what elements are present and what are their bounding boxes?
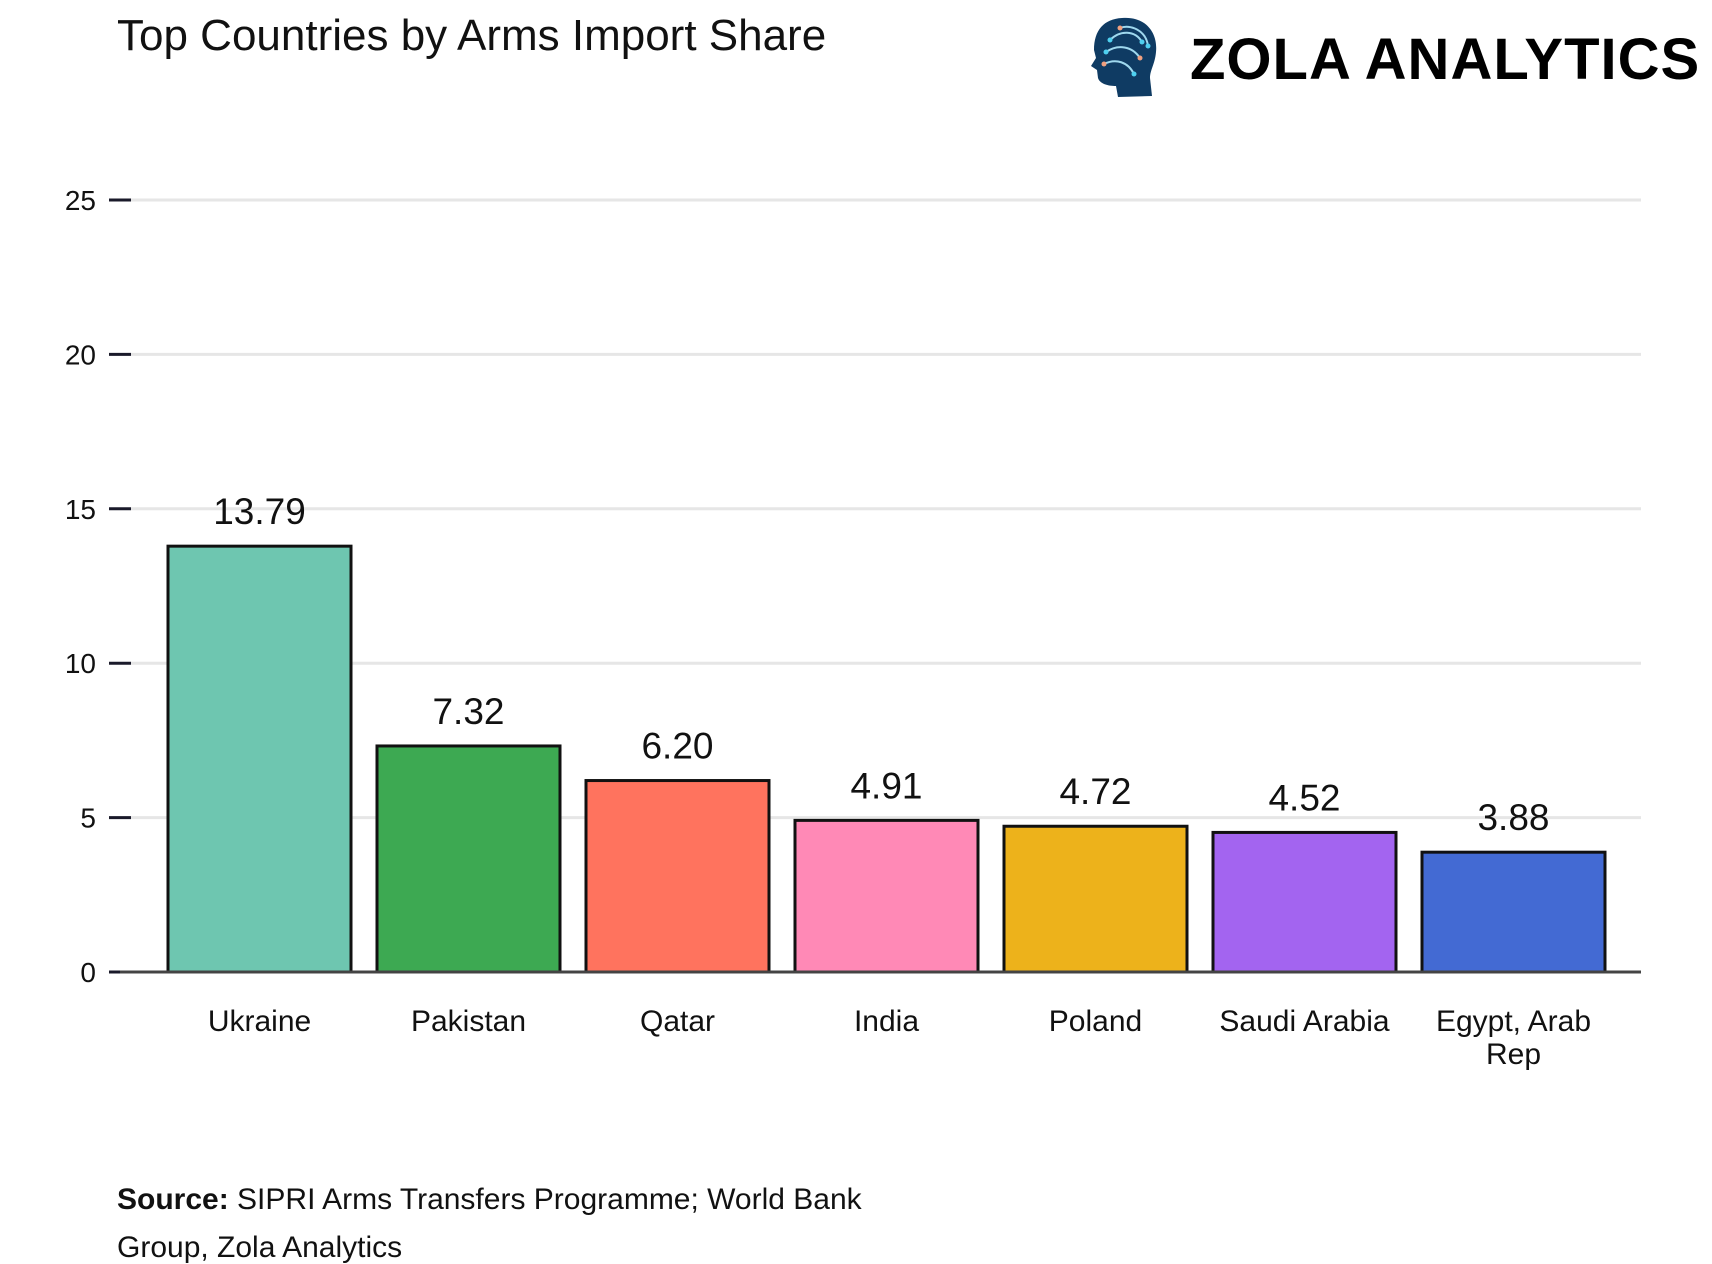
y-tick-label: 20 <box>65 339 96 370</box>
source-text-line1: SIPRI Arms Transfers Programme; World Ba… <box>237 1183 863 1216</box>
y-tick-label: 15 <box>65 494 96 525</box>
x-tick-label: Poland <box>1049 1005 1142 1038</box>
bar-qatar <box>584 779 771 974</box>
data-label: 3.88 <box>1477 797 1549 838</box>
logo-text: ZOLA ANALYTICS <box>1190 27 1700 92</box>
y-tick-label: 5 <box>80 803 96 834</box>
source-text-line2: Group, Zola Analytics <box>117 1231 402 1264</box>
y-axis: 0 5 10 15 20 25 <box>65 185 131 988</box>
x-tick-label: Saudi Arabia <box>1219 1005 1389 1038</box>
data-label: 4.72 <box>1059 771 1131 812</box>
y-tick-label: 10 <box>65 648 96 679</box>
bar-india <box>793 818 980 974</box>
x-tick-label: Ukraine <box>208 1005 311 1038</box>
y-tick-label: 0 <box>80 957 96 988</box>
data-label: 7.32 <box>432 691 504 732</box>
bar-saudi-arabia <box>1211 830 1398 974</box>
data-label: 4.91 <box>850 765 922 806</box>
logo: ZOLA ANALYTICS <box>1091 17 1700 98</box>
bar-poland <box>1002 824 1189 974</box>
data-label: 13.79 <box>213 491 306 532</box>
chart-title: Top Countries by Arms Import Share <box>117 11 826 60</box>
bar-ukraine <box>166 544 353 974</box>
x-tick-label: Egypt, Arab Rep <box>1436 1005 1591 1071</box>
gridlines <box>131 198 1641 820</box>
bar-egypt-arab-rep <box>1420 850 1607 974</box>
bar-pakistan <box>375 744 562 974</box>
x-tick-label: India <box>854 1005 919 1038</box>
x-tick-label: Pakistan <box>411 1005 526 1038</box>
x-tick-label: Qatar <box>640 1005 715 1038</box>
circuit-head-icon <box>1091 17 1157 98</box>
data-label: 4.52 <box>1268 777 1340 818</box>
bars: 13.79 7.32 6.20 4.91 4.72 4.52 3.88 <box>166 491 1607 974</box>
source-label: Source: <box>117 1183 229 1216</box>
y-tick-label: 25 <box>65 185 96 216</box>
svg-text:Source: SIPRI Arms Trans: Source: SIPRI Arms Transfers Programme; … <box>117 1183 863 1216</box>
x-axis-labels: Ukraine Pakistan Qatar India Poland Saudi Ara… <box>208 1005 1591 1071</box>
source-note: Source: SIPRI Arms Transfers Programme; … <box>117 1183 863 1264</box>
data-label: 6.20 <box>641 726 713 767</box>
